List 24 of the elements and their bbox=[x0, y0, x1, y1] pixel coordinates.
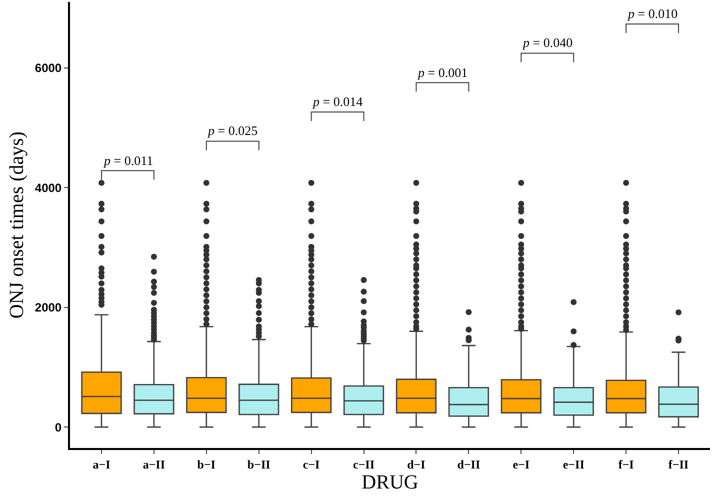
y-tick-label: 4000 bbox=[34, 180, 62, 195]
y-tick-label: 2000 bbox=[34, 300, 62, 315]
x-tick-label: f−I bbox=[618, 457, 634, 472]
annotation: p = 0.014 bbox=[312, 94, 364, 109]
x-tick-label: c−II bbox=[353, 457, 375, 472]
x-tick-label: e−I bbox=[512, 457, 530, 472]
x-tick-label: e−II bbox=[562, 457, 585, 472]
x-tick-label: d−I bbox=[407, 457, 426, 472]
x-tick-label: a−II bbox=[142, 457, 166, 472]
annotation: p = 0.011 bbox=[103, 153, 154, 168]
x-tick-label: d−II bbox=[457, 457, 480, 472]
x-tick-label: c−I bbox=[302, 457, 320, 472]
x-tick-label: f−II bbox=[668, 457, 689, 472]
x-tick-label: a−I bbox=[92, 457, 111, 472]
annotation: p = 0.040 bbox=[522, 35, 573, 50]
annotation: p = 0.001 bbox=[417, 65, 468, 80]
annotation: p = 0.010 bbox=[627, 6, 678, 21]
x-tick-label: b−I bbox=[197, 457, 216, 472]
x-tick-label: b−II bbox=[247, 457, 271, 472]
x-axis-title: DRUG bbox=[362, 471, 418, 494]
y-tick-label: 6000 bbox=[34, 61, 62, 76]
y-axis-title: ONJ onset times (days) bbox=[6, 131, 28, 319]
annotation: p = 0.025 bbox=[207, 123, 258, 138]
y-tick-label: 0 bbox=[54, 420, 62, 434]
